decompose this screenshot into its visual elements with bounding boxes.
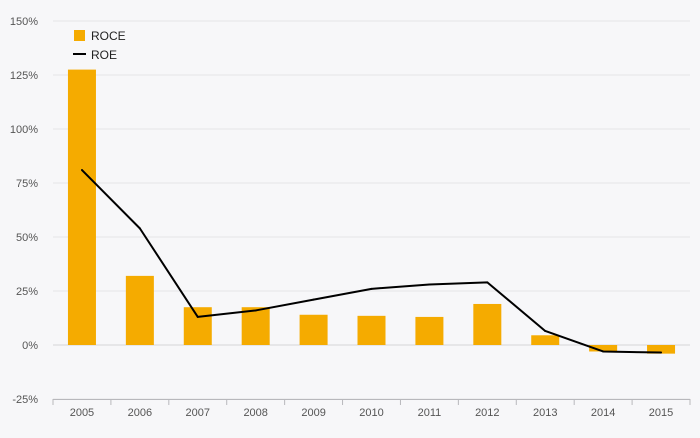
x-tick-label: 2006 [128, 407, 152, 419]
roe-point [138, 227, 141, 230]
roe-line-layer [80, 169, 663, 354]
roce-bar [357, 315, 386, 345]
roe-point [254, 309, 257, 312]
roce-bar [241, 307, 270, 345]
roce-bar [125, 275, 154, 345]
roe-point [660, 351, 663, 354]
roce-bar [183, 307, 212, 345]
y-tick-label: -25% [12, 394, 38, 406]
x-tick-label: 2007 [186, 407, 210, 419]
x-tick-label: 2008 [243, 407, 267, 419]
gridlines [53, 20, 690, 400]
y-tick-label: 125% [10, 70, 38, 82]
roe-point [428, 283, 431, 286]
roce-bar [473, 303, 502, 345]
roe-point [602, 350, 605, 353]
y-tick-label: 50% [16, 232, 38, 244]
legend-label-roce: ROCE [91, 29, 126, 43]
roe-point [544, 329, 547, 332]
x-tick-label: 2012 [475, 407, 499, 419]
axes: -25% 0% 25% 50% 75% 100% 125% 150% 2005 2006 2007 2… [10, 16, 691, 419]
y-tick-label: 25% [16, 286, 38, 298]
roe-point [312, 298, 315, 301]
roce-bar [589, 345, 618, 352]
roce-bar [647, 345, 676, 354]
roe-point [486, 281, 489, 284]
roce-bar [299, 314, 328, 345]
x-tick-label: 2009 [301, 407, 325, 419]
y-tick-label: 100% [10, 124, 38, 136]
y-tick-label: 0% [22, 340, 38, 352]
x-tick-label: 2015 [649, 407, 673, 419]
legend-label-roe: ROE [91, 48, 117, 62]
y-tick-label: 75% [16, 178, 38, 190]
y-tick-label: 150% [10, 16, 38, 28]
x-tick-label: 2013 [533, 407, 557, 419]
roce-bar [531, 335, 560, 345]
roe-point [196, 315, 199, 318]
roe-point [370, 287, 373, 290]
roce-bars [67, 69, 676, 354]
x-tick-label: 2010 [359, 407, 383, 419]
x-tick-label: 2014 [591, 407, 615, 419]
roe-point [80, 169, 83, 172]
roce-bar [415, 316, 444, 345]
x-tick-label: 2011 [418, 407, 442, 419]
legend: ROCE ROE [73, 29, 126, 62]
legend-swatch-roce [74, 30, 85, 41]
x-tick-label: 2005 [70, 407, 94, 419]
roce-bar [67, 69, 96, 345]
